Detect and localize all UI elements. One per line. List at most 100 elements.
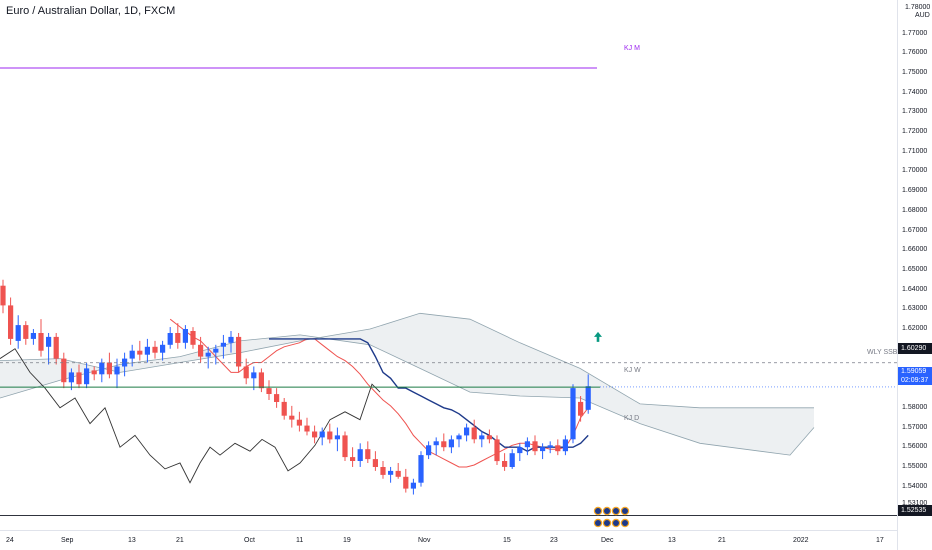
time-tick: 11 xyxy=(296,537,304,544)
candle-body xyxy=(380,467,386,475)
time-tick: 17 xyxy=(876,537,884,544)
time-tick: Dec xyxy=(601,537,614,544)
price-tick: 1.73000 xyxy=(902,108,928,116)
candles xyxy=(0,279,591,495)
candle-body xyxy=(388,470,394,475)
candle xyxy=(76,364,82,389)
candle-body xyxy=(76,372,82,385)
candle xyxy=(479,431,485,448)
cloud-fill xyxy=(0,313,814,456)
candle-body xyxy=(289,415,295,420)
wly-ssb-label: WLY SSB xyxy=(867,349,898,356)
candle-body xyxy=(570,388,576,440)
candle xyxy=(410,478,416,495)
candle xyxy=(38,319,44,357)
candle-body xyxy=(15,325,21,341)
price-tick: 1.69000 xyxy=(902,187,928,195)
candle-body xyxy=(479,435,485,440)
candle xyxy=(502,453,508,471)
candlestick-chart[interactable] xyxy=(0,0,897,530)
candle-body xyxy=(175,333,181,343)
candle-body xyxy=(350,457,356,461)
axis-currency: 1.78000 AUD xyxy=(905,4,930,20)
candle xyxy=(190,327,196,349)
candle-body xyxy=(578,401,584,416)
candle-body xyxy=(456,435,462,440)
candle xyxy=(106,352,112,379)
candle-body xyxy=(395,470,401,477)
candle-body xyxy=(236,336,242,367)
candle-body xyxy=(433,441,439,446)
candle-body xyxy=(486,435,492,440)
time-tick: 13 xyxy=(668,537,676,544)
candle-body xyxy=(342,435,348,458)
price-tick: 1.57000 xyxy=(902,423,928,431)
candle-body xyxy=(471,427,477,440)
time-tick: 21 xyxy=(176,537,184,544)
candle xyxy=(494,435,500,465)
candle xyxy=(175,323,181,349)
time-tick: 19 xyxy=(343,537,351,544)
candle xyxy=(0,279,6,314)
candle xyxy=(372,451,378,471)
candle-body xyxy=(281,401,287,416)
candle xyxy=(464,423,470,442)
event-icon-inner xyxy=(613,508,619,514)
price-tick: 1.64000 xyxy=(902,285,928,293)
price-tick: 1.77000 xyxy=(902,29,928,37)
candle xyxy=(122,352,128,377)
candle-body xyxy=(243,366,249,379)
candle-body xyxy=(258,372,264,389)
candle-body xyxy=(274,394,280,402)
candle xyxy=(152,340,158,359)
candle xyxy=(46,332,52,365)
candle xyxy=(327,423,333,444)
candle xyxy=(585,374,591,414)
candle xyxy=(144,338,150,363)
event-icon-inner xyxy=(622,508,628,514)
candle xyxy=(578,396,584,422)
candle-body xyxy=(365,449,371,460)
candle xyxy=(448,435,454,454)
candle xyxy=(342,431,348,462)
candle-body xyxy=(0,285,6,306)
candle xyxy=(213,344,219,365)
price-tick: 1.53100 xyxy=(902,500,928,508)
time-tick: 23 xyxy=(550,537,558,544)
currency-code: AUD xyxy=(915,12,930,19)
candle-body xyxy=(213,348,219,353)
candle-body xyxy=(319,431,325,438)
price-tick: 1.71000 xyxy=(902,147,928,155)
price-tick: 1.76000 xyxy=(902,49,928,57)
chart-title: Euro / Australian Dollar, 1D, FXCM xyxy=(6,5,176,17)
candle-body xyxy=(517,447,523,454)
time-tick: 2022 xyxy=(793,537,809,544)
candle xyxy=(251,366,257,391)
price-tick: 1.54000 xyxy=(902,482,928,490)
candle-body xyxy=(106,362,112,375)
candle xyxy=(289,405,295,428)
candle-body xyxy=(502,461,508,467)
candle-body xyxy=(327,431,333,440)
candle-body xyxy=(205,352,211,357)
candle xyxy=(296,411,302,432)
candle xyxy=(357,443,363,467)
candle-body xyxy=(182,329,188,343)
price-tick: 1.74000 xyxy=(902,88,928,96)
candle xyxy=(30,329,36,345)
candle xyxy=(266,380,272,400)
time-axis-border xyxy=(0,530,897,531)
candle-body xyxy=(228,336,234,343)
candle xyxy=(334,427,340,452)
candle-body xyxy=(8,305,14,339)
candle xyxy=(433,437,439,456)
candle-body xyxy=(84,368,90,385)
candle xyxy=(456,433,462,448)
price-axis-border xyxy=(897,0,898,550)
candle xyxy=(91,366,97,381)
bar-countdown: 02:09:37 xyxy=(901,377,929,384)
time-tick: 13 xyxy=(128,537,136,544)
candle-body xyxy=(524,441,530,448)
candle-body xyxy=(448,439,454,448)
candle xyxy=(524,437,530,456)
